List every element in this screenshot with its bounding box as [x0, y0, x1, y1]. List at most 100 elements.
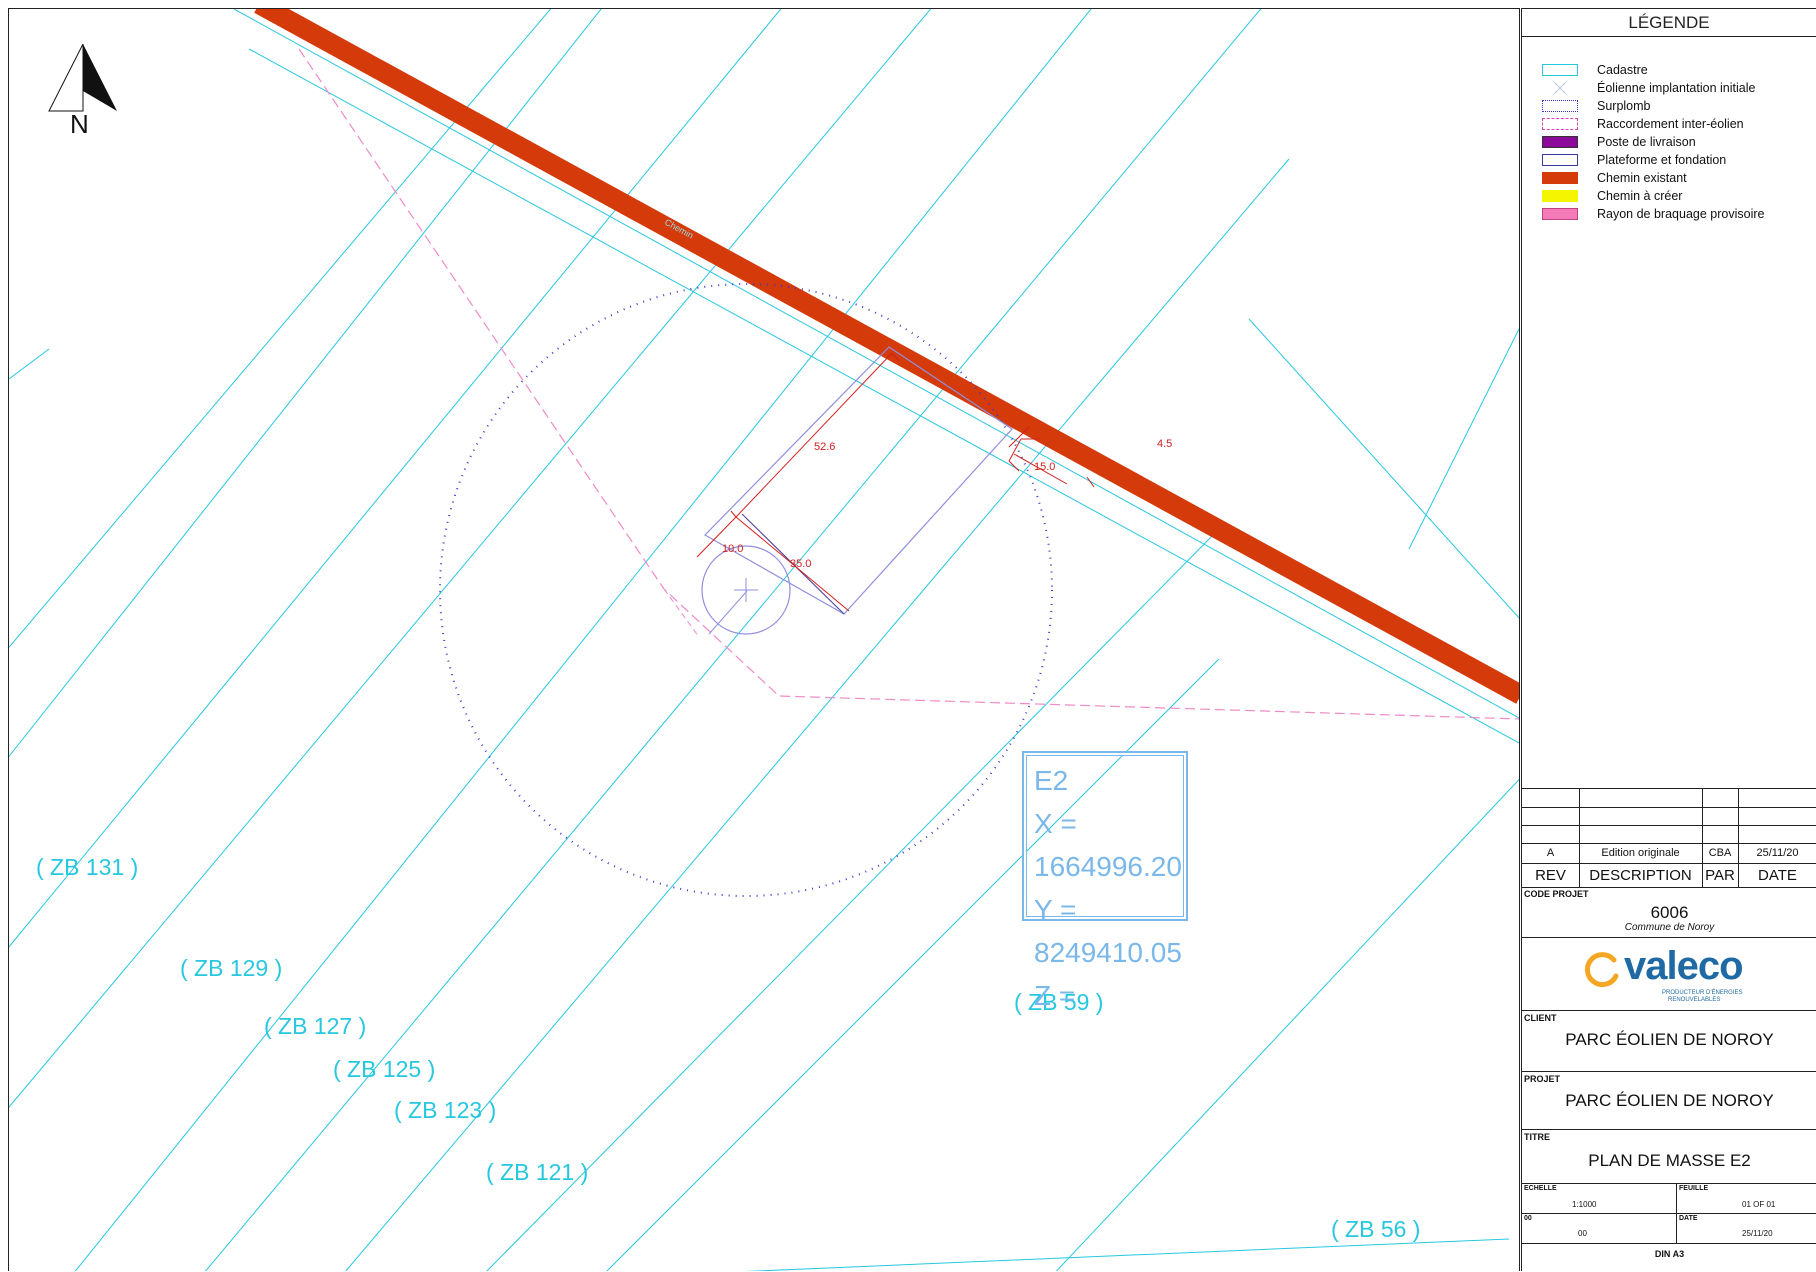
foundation-circle: [701, 545, 791, 635]
legend-item-turbine: Éolienne implantation initiale: [1542, 80, 1755, 96]
parcel-label: ( ZB 125 ): [333, 1056, 436, 1082]
existing-road: [254, 9, 1519, 704]
revision-date: 25/11/20: [1756, 847, 1799, 859]
legend-label: Chemin à créer: [1597, 189, 1683, 203]
legend-item-overhang: Surplomb: [1542, 98, 1651, 114]
revision-description: Edition originale: [1601, 847, 1680, 859]
cadastre-line: [606, 658, 1220, 1271]
map-area[interactable]: Chemin 52.6 4.5 15.0 10.0 35.0: [8, 8, 1520, 1271]
parcel-label: ( ZB 59 ): [1014, 989, 1104, 1015]
dimension-line: [1086, 476, 1095, 488]
yellow-swatch-icon: [1542, 190, 1578, 202]
header-date: DATE: [1758, 867, 1797, 884]
dimension-line: [735, 516, 850, 612]
cadastre-line: [486, 528, 1220, 1271]
client-label: CLIENT: [1524, 1013, 1557, 1023]
header-rev: REV: [1535, 867, 1566, 884]
parcel-label: ( ZB 56 ): [1331, 1216, 1421, 1242]
commune: Commune de Noroy: [1624, 922, 1715, 933]
cadastre-line: [9, 348, 50, 380]
header-by: PAR: [1705, 867, 1735, 884]
valeco-tagline: PRODUCTEUR D'ÉNERGIES: [1662, 990, 1743, 996]
dimension-tick: [891, 352, 900, 362]
code-projet-label: CODE PROJET: [1524, 889, 1589, 899]
dotted-swatch-icon: [1542, 100, 1578, 112]
dimension-label: 52.6: [814, 441, 835, 453]
revision-author: CBA: [1708, 847, 1732, 859]
legend-label: Surplomb: [1597, 99, 1651, 113]
parcel-label: ( ZB 131 ): [36, 854, 139, 880]
legend-item-new-road: Chemin à créer: [1542, 188, 1682, 204]
parcel-label: ( ZB 123 ): [394, 1097, 497, 1123]
cadastre-line: [233, 9, 1519, 719]
overhang-circle: [439, 283, 1053, 897]
dimension-label: 4.5: [1157, 438, 1172, 450]
turbine-z-coordinate: Z =: [1034, 980, 1076, 1011]
dimension-label: 10.0: [722, 543, 743, 555]
pink-swatch-icon: [1542, 208, 1578, 220]
valeco-logo-icon: [1585, 952, 1619, 988]
legend-item-cadastre: Cadastre: [1542, 62, 1648, 78]
cadastre-line: [1408, 327, 1519, 550]
purple-swatch-icon: [1542, 136, 1578, 148]
date-label: DATE: [1679, 1215, 1698, 1222]
inter-turbine-connection: [298, 48, 1519, 720]
legend-item-existing-road: Chemin existant: [1542, 170, 1687, 186]
turbine-coordinates-box: E2 X = 1664996.20 Y = 8249410.05 Z =: [1022, 751, 1188, 1011]
turbine-y-coordinate: Y = 8249410.05: [1034, 894, 1182, 968]
title-block: A Edition originale CBA 25/11/20 REV DES…: [1522, 788, 1816, 1272]
legend-label: Plateforme et fondation: [1597, 153, 1727, 167]
feuille-value: 01 OF 01: [1742, 1200, 1776, 1209]
side-panel: LÉGENDE Cadastre Éolienne implantation i…: [1521, 8, 1816, 1271]
parcel-label: ( ZB 121 ): [486, 1159, 589, 1185]
date-value: 25/11/20: [1742, 1229, 1773, 1238]
cadastre-line: [9, 9, 602, 758]
legend-item-delivery-station: Poste de livraison: [1542, 134, 1696, 150]
dimension-line: [735, 352, 893, 518]
dimension-label: 15.0: [1034, 461, 1055, 473]
dimension-line: [1013, 453, 1068, 485]
legend-label: Rayon de braquage provisoire: [1597, 207, 1765, 221]
dashed-swatch-icon: [1542, 118, 1578, 130]
parcel-label: ( ZB 127 ): [264, 1013, 367, 1039]
index-value: 00: [1578, 1229, 1587, 1238]
legend-label: Cadastre: [1597, 63, 1648, 77]
cadastre-line: [9, 9, 932, 1108]
turbine-x-coordinate: X = 1664996.20: [1034, 808, 1182, 882]
projet-label: PROJET: [1524, 1074, 1561, 1084]
north-arrow-icon: [48, 43, 117, 112]
dimension-line: [1008, 426, 1030, 448]
valeco-wordmark: valeco: [1624, 944, 1744, 988]
legend-item-connection: Raccordement inter-éolien: [1542, 116, 1744, 132]
echelle-value: 1:1000: [1572, 1200, 1597, 1209]
cadastre-line: [9, 9, 782, 948]
legend-label: Raccordement inter-éolien: [1597, 117, 1744, 131]
parcel-label: ( ZB 129 ): [180, 955, 283, 981]
road-swatch-icon: [1542, 172, 1578, 184]
projet-name: PARC ÉOLIEN DE NOROY: [1565, 1091, 1774, 1110]
feuille-label: FEUILLE: [1679, 1185, 1709, 1192]
dimension-label: 35.0: [790, 558, 811, 570]
legend-label: Poste de livraison: [1597, 135, 1696, 149]
cadastre-swatch-icon: [1542, 64, 1578, 76]
dimension-lines: [696, 352, 1095, 612]
echelle-label: ECHELLE: [1524, 1185, 1557, 1192]
cadastre-line: [1248, 318, 1519, 619]
dimension-tick: [730, 510, 737, 518]
connection-branch: [663, 588, 700, 638]
paper-format: DIN A3: [1654, 1249, 1685, 1259]
revision-code: A: [1546, 847, 1555, 859]
north-label: N: [70, 109, 89, 139]
cadastre-line: [205, 9, 1262, 1271]
cadastre-line: [74, 9, 1092, 1271]
valeco-logo: valeco PRODUCTEUR D'ÉNERGIES RENOUVELABL…: [1582, 944, 1782, 1004]
legend-label: Chemin existant: [1597, 171, 1687, 185]
index-label: 00: [1524, 1215, 1532, 1222]
dimension-line: [696, 516, 737, 558]
legend-item-platform: Plateforme et fondation: [1542, 152, 1726, 168]
titre-label: TITRE: [1524, 1132, 1550, 1142]
client-name: PARC ÉOLIEN DE NOROY: [1565, 1030, 1774, 1049]
cadastre-lines: [9, 9, 1519, 1271]
map-drawing: Chemin 52.6 4.5 15.0 10.0 35.0: [9, 9, 1519, 1271]
drawing-title: PLAN DE MASSE E2: [1588, 1151, 1751, 1170]
